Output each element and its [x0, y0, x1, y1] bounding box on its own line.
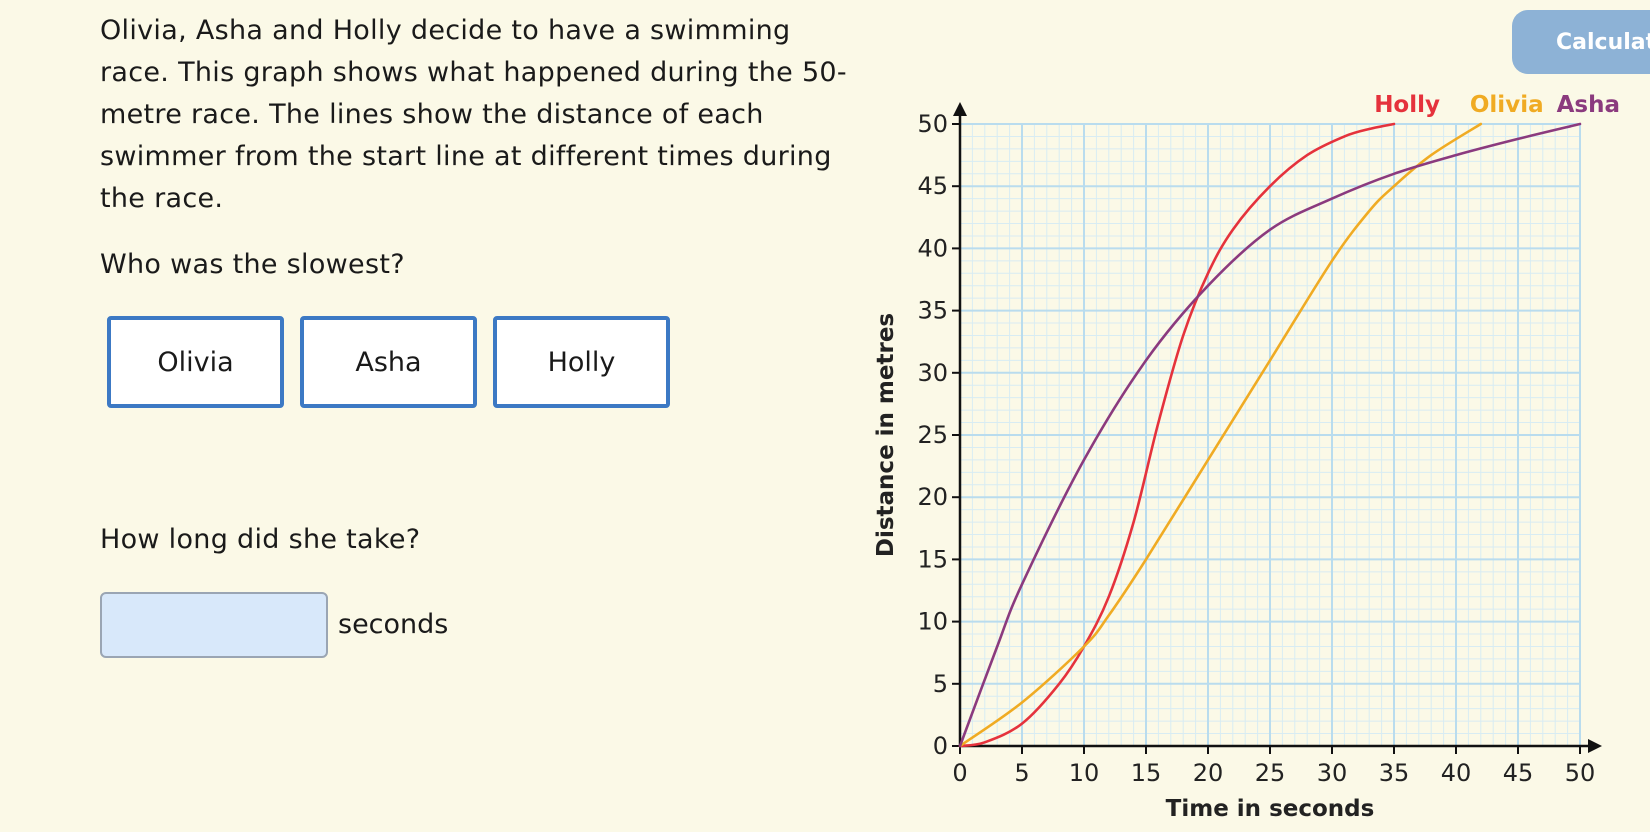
- x-tick-label: 45: [1503, 759, 1534, 787]
- question-intro: Olivia, Asha and Holly decide to have a …: [100, 15, 847, 214]
- y-axis-title: Distance in metres: [873, 313, 899, 557]
- time-answer-input[interactable]: [100, 592, 328, 658]
- x-tick-label: 50: [1565, 759, 1596, 787]
- x-axis-title: Time in seconds: [1166, 796, 1375, 822]
- x-tick-label: 15: [1131, 759, 1162, 787]
- legend-label-asha: Asha: [1557, 92, 1620, 118]
- calculator-button[interactable]: Calculator: [1512, 10, 1650, 74]
- x-tick-label: 40: [1441, 759, 1472, 787]
- choice-asha-button[interactable]: Asha: [300, 316, 477, 408]
- y-tick-label: 0: [933, 732, 948, 760]
- choice-holly-button[interactable]: Holly: [493, 316, 670, 408]
- x-tick-label: 0: [952, 759, 967, 787]
- y-axis-arrow: [953, 102, 967, 116]
- y-tick-label: 40: [917, 234, 948, 262]
- y-tick-label: 5: [933, 670, 948, 698]
- x-tick-label: 5: [1014, 759, 1029, 787]
- legend-label-olivia: Olivia: [1470, 92, 1544, 118]
- y-tick-label: 20: [917, 483, 948, 511]
- y-tick-label: 10: [917, 608, 948, 636]
- series-line-holly: [958, 122, 1396, 748]
- series-line-olivia: [958, 122, 1483, 748]
- distance-time-chart: 0 5 10 15 20 25 30 35 40 45 50 0 5 10 15 20 25 30 35 40 45 50…: [873, 92, 1620, 822]
- time-prompt: How long did she take?: [100, 524, 421, 555]
- slowest-prompt: Who was the slowest?: [100, 249, 405, 280]
- y-tick-label: 35: [917, 297, 948, 325]
- choice-group: Olivia Asha Holly: [107, 316, 670, 408]
- y-tick-label: 15: [917, 545, 948, 573]
- x-tick-label: 10: [1069, 759, 1100, 787]
- y-tick-label: 45: [917, 172, 948, 200]
- series-line-asha: [958, 122, 1582, 748]
- choice-olivia-button[interactable]: Olivia: [107, 316, 284, 408]
- y-tick-label: 50: [917, 110, 948, 138]
- legend-label-holly: Holly: [1374, 92, 1440, 118]
- units-label: seconds: [338, 609, 449, 640]
- x-tick-label: 20: [1193, 759, 1224, 787]
- x-axis-arrow: [1588, 739, 1602, 753]
- y-tick-label: 25: [917, 421, 948, 449]
- y-tick-label: 30: [917, 359, 948, 387]
- x-tick-label: 25: [1255, 759, 1286, 787]
- x-tick-label: 30: [1317, 759, 1348, 787]
- x-tick-label: 35: [1379, 759, 1410, 787]
